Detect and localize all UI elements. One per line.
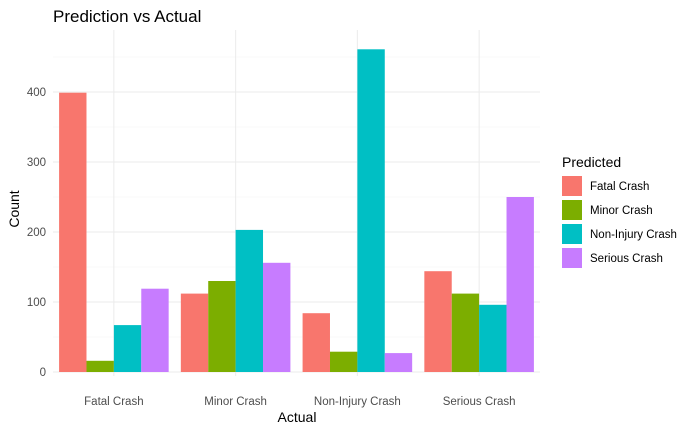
bar — [479, 304, 507, 372]
bar — [451, 293, 480, 372]
bar — [424, 271, 452, 372]
legend-label: Fatal Crash — [590, 181, 649, 193]
legend: Predicted Fatal Crash Minor Crash Non-Inju… — [562, 154, 677, 268]
legend-label: Minor Crash — [590, 205, 653, 217]
x-tick-label: Non-Injury Crash — [314, 396, 401, 408]
legend-label: Serious Crash — [590, 253, 663, 265]
bar — [302, 313, 330, 372]
bar — [384, 353, 413, 372]
bar — [180, 293, 209, 372]
chart-title: Prediction vs Actual — [53, 7, 201, 26]
bar — [263, 262, 291, 372]
bar — [86, 360, 114, 372]
bar — [113, 325, 142, 372]
legend-swatch — [562, 248, 582, 268]
x-tick-label: Minor Crash — [204, 396, 267, 408]
y-tick-label: 400 — [27, 87, 46, 99]
bar — [208, 281, 236, 372]
bar — [235, 229, 264, 372]
x-axis-title: Actual — [278, 409, 317, 425]
bar — [506, 197, 534, 372]
x-tick-label: Fatal Crash — [84, 396, 143, 408]
bars — [59, 49, 534, 373]
legend-swatch — [562, 176, 582, 196]
x-tick-labels: Fatal Crash Minor Crash Non-Injury Crash Se… — [84, 396, 515, 408]
x-tick-label: Serious Crash — [443, 396, 516, 408]
bar — [329, 351, 358, 372]
legend-items: Fatal Crash Minor Crash Non-Injury Crash Se… — [562, 176, 677, 268]
bar — [357, 49, 385, 373]
legend-swatch — [562, 224, 582, 244]
y-axis-title: Count — [6, 190, 22, 227]
bar — [141, 288, 169, 372]
legend-label: Non-Injury Crash — [590, 229, 677, 241]
y-tick-label: 100 — [27, 297, 46, 309]
bar — [59, 92, 87, 372]
legend-title: Predicted — [562, 154, 621, 170]
y-tick-label: 0 — [40, 367, 46, 379]
y-tick-labels: 0 100 200 300 400 — [27, 87, 46, 379]
legend-swatch — [562, 200, 582, 220]
y-tick-label: 300 — [27, 157, 46, 169]
y-tick-label: 200 — [27, 227, 46, 239]
